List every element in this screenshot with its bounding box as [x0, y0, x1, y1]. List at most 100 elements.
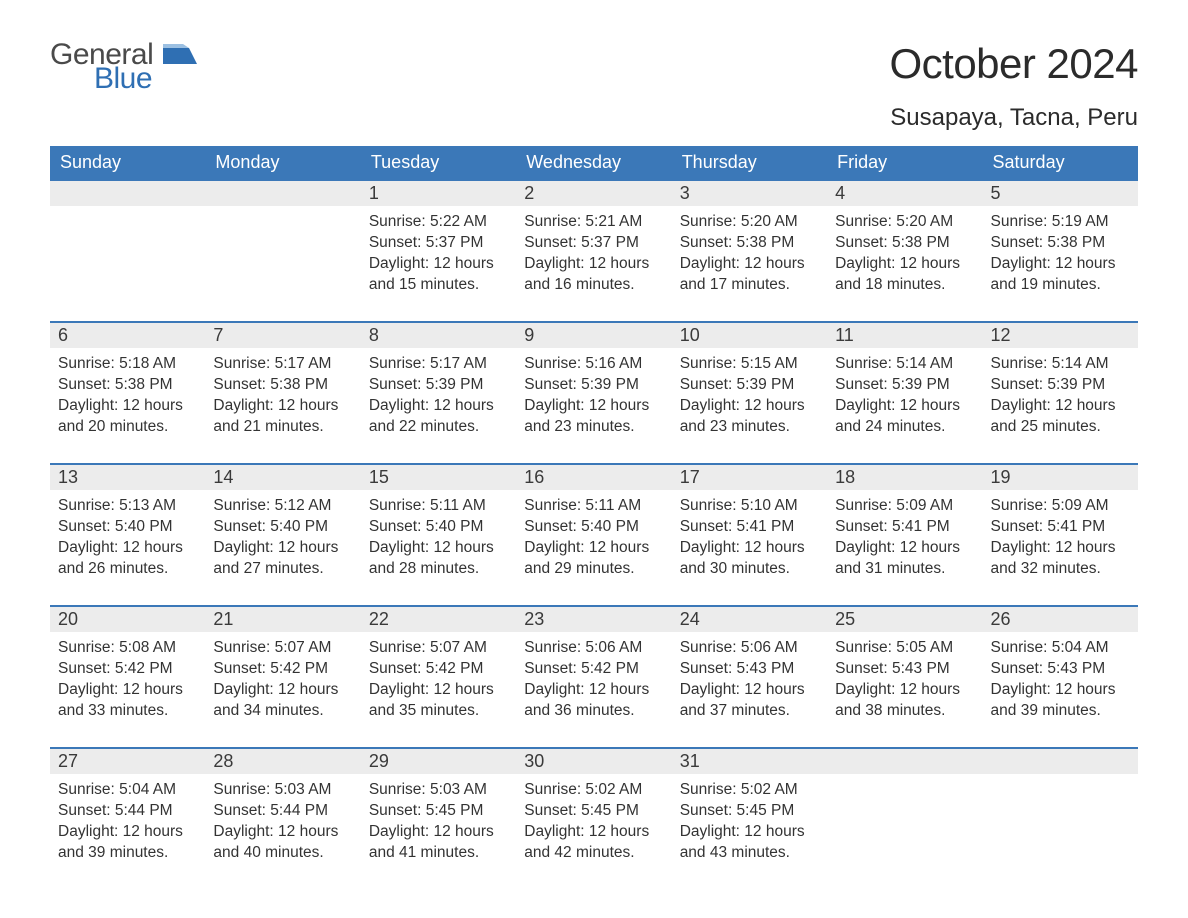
sunset-line: Sunset: 5:38 PM [835, 233, 974, 254]
day-body: Sunrise: 5:07 AMSunset: 5:42 PMDaylight:… [361, 632, 516, 728]
sunrise-line: Sunrise: 5:19 AM [991, 212, 1130, 233]
daylight-line: Daylight: 12 hours and 30 minutes. [680, 538, 819, 580]
day-body: Sunrise: 5:06 AMSunset: 5:42 PMDaylight:… [516, 632, 671, 728]
day-number: 7 [205, 321, 360, 348]
sunset-line: Sunset: 5:45 PM [369, 801, 508, 822]
calendar-day-cell: 6Sunrise: 5:18 AMSunset: 5:38 PMDaylight… [50, 321, 205, 463]
sunrise-line: Sunrise: 5:17 AM [369, 354, 508, 375]
day-number: 14 [205, 463, 360, 490]
sunset-line: Sunset: 5:41 PM [835, 517, 974, 538]
day-number: 11 [827, 321, 982, 348]
location-subtitle: Susapaya, Tacna, Peru [889, 104, 1138, 132]
sunset-line: Sunset: 5:44 PM [58, 801, 197, 822]
sunrise-line: Sunrise: 5:20 AM [680, 212, 819, 233]
daylight-line: Daylight: 12 hours and 16 minutes. [524, 254, 663, 296]
day-number [50, 179, 205, 206]
calendar-day-cell: 8Sunrise: 5:17 AMSunset: 5:39 PMDaylight… [361, 321, 516, 463]
daylight-line: Daylight: 12 hours and 26 minutes. [58, 538, 197, 580]
daylight-line: Daylight: 12 hours and 42 minutes. [524, 822, 663, 864]
calendar-day-cell: 27Sunrise: 5:04 AMSunset: 5:44 PMDayligh… [50, 747, 205, 889]
sunset-line: Sunset: 5:42 PM [58, 659, 197, 680]
calendar-day-cell: 4Sunrise: 5:20 AMSunset: 5:38 PMDaylight… [827, 179, 982, 321]
sunrise-line: Sunrise: 5:06 AM [524, 638, 663, 659]
sunrise-line: Sunrise: 5:06 AM [680, 638, 819, 659]
daylight-line: Daylight: 12 hours and 41 minutes. [369, 822, 508, 864]
daylight-line: Daylight: 12 hours and 15 minutes. [369, 254, 508, 296]
page-header: General Blue October 2024 Susapaya, Tacn… [50, 40, 1138, 132]
day-body: Sunrise: 5:03 AMSunset: 5:45 PMDaylight:… [361, 774, 516, 870]
sunrise-line: Sunrise: 5:05 AM [835, 638, 974, 659]
day-body: Sunrise: 5:02 AMSunset: 5:45 PMDaylight:… [516, 774, 671, 870]
day-body [983, 774, 1138, 786]
day-body: Sunrise: 5:20 AMSunset: 5:38 PMDaylight:… [672, 206, 827, 302]
sunrise-line: Sunrise: 5:12 AM [213, 496, 352, 517]
calendar-day-cell: 19Sunrise: 5:09 AMSunset: 5:41 PMDayligh… [983, 463, 1138, 605]
sunset-line: Sunset: 5:40 PM [58, 517, 197, 538]
day-body [205, 206, 360, 218]
calendar-day-cell: 31Sunrise: 5:02 AMSunset: 5:45 PMDayligh… [672, 747, 827, 889]
sunset-line: Sunset: 5:42 PM [369, 659, 508, 680]
calendar-day-cell: 20Sunrise: 5:08 AMSunset: 5:42 PMDayligh… [50, 605, 205, 747]
day-number: 31 [672, 747, 827, 774]
sunset-line: Sunset: 5:39 PM [991, 375, 1130, 396]
day-number: 20 [50, 605, 205, 632]
sunrise-line: Sunrise: 5:03 AM [369, 780, 508, 801]
daylight-line: Daylight: 12 hours and 34 minutes. [213, 680, 352, 722]
day-body [50, 206, 205, 218]
calendar-day-cell: 30Sunrise: 5:02 AMSunset: 5:45 PMDayligh… [516, 747, 671, 889]
daylight-line: Daylight: 12 hours and 27 minutes. [213, 538, 352, 580]
sunset-line: Sunset: 5:43 PM [991, 659, 1130, 680]
brand-logo: General Blue [50, 40, 197, 94]
day-number: 23 [516, 605, 671, 632]
sunrise-line: Sunrise: 5:14 AM [835, 354, 974, 375]
day-body: Sunrise: 5:12 AMSunset: 5:40 PMDaylight:… [205, 490, 360, 586]
calendar-day-cell: 14Sunrise: 5:12 AMSunset: 5:40 PMDayligh… [205, 463, 360, 605]
day-number [983, 747, 1138, 774]
daylight-line: Daylight: 12 hours and 18 minutes. [835, 254, 974, 296]
calendar-week-row: 13Sunrise: 5:13 AMSunset: 5:40 PMDayligh… [50, 463, 1138, 605]
day-number: 16 [516, 463, 671, 490]
calendar-week-row: 6Sunrise: 5:18 AMSunset: 5:38 PMDaylight… [50, 321, 1138, 463]
day-body: Sunrise: 5:09 AMSunset: 5:41 PMDaylight:… [983, 490, 1138, 586]
day-body: Sunrise: 5:11 AMSunset: 5:40 PMDaylight:… [361, 490, 516, 586]
calendar-body: 1Sunrise: 5:22 AMSunset: 5:37 PMDaylight… [50, 179, 1138, 889]
day-body: Sunrise: 5:04 AMSunset: 5:44 PMDaylight:… [50, 774, 205, 870]
day-number: 25 [827, 605, 982, 632]
day-body: Sunrise: 5:17 AMSunset: 5:38 PMDaylight:… [205, 348, 360, 444]
sunset-line: Sunset: 5:45 PM [524, 801, 663, 822]
day-number: 1 [361, 179, 516, 206]
calendar-day-cell: 29Sunrise: 5:03 AMSunset: 5:45 PMDayligh… [361, 747, 516, 889]
weekday-header: Tuesday [361, 146, 516, 179]
calendar-day-cell: 10Sunrise: 5:15 AMSunset: 5:39 PMDayligh… [672, 321, 827, 463]
day-body: Sunrise: 5:06 AMSunset: 5:43 PMDaylight:… [672, 632, 827, 728]
sunset-line: Sunset: 5:38 PM [213, 375, 352, 396]
calendar-day-cell: 21Sunrise: 5:07 AMSunset: 5:42 PMDayligh… [205, 605, 360, 747]
day-body: Sunrise: 5:18 AMSunset: 5:38 PMDaylight:… [50, 348, 205, 444]
calendar-day-cell: 5Sunrise: 5:19 AMSunset: 5:38 PMDaylight… [983, 179, 1138, 321]
day-body: Sunrise: 5:19 AMSunset: 5:38 PMDaylight:… [983, 206, 1138, 302]
sunrise-line: Sunrise: 5:02 AM [524, 780, 663, 801]
weekday-header: Sunday [50, 146, 205, 179]
day-body: Sunrise: 5:07 AMSunset: 5:42 PMDaylight:… [205, 632, 360, 728]
calendar-day-cell: 12Sunrise: 5:14 AMSunset: 5:39 PMDayligh… [983, 321, 1138, 463]
calendar-day-cell: 13Sunrise: 5:13 AMSunset: 5:40 PMDayligh… [50, 463, 205, 605]
sunset-line: Sunset: 5:43 PM [835, 659, 974, 680]
day-body: Sunrise: 5:08 AMSunset: 5:42 PMDaylight:… [50, 632, 205, 728]
sunrise-line: Sunrise: 5:15 AM [680, 354, 819, 375]
sunrise-line: Sunrise: 5:07 AM [213, 638, 352, 659]
weekday-header: Friday [827, 146, 982, 179]
daylight-line: Daylight: 12 hours and 40 minutes. [213, 822, 352, 864]
daylight-line: Daylight: 12 hours and 22 minutes. [369, 396, 508, 438]
sunrise-line: Sunrise: 5:04 AM [991, 638, 1130, 659]
daylight-line: Daylight: 12 hours and 23 minutes. [524, 396, 663, 438]
day-body: Sunrise: 5:03 AMSunset: 5:44 PMDaylight:… [205, 774, 360, 870]
month-title: October 2024 [889, 40, 1138, 88]
daylight-line: Daylight: 12 hours and 17 minutes. [680, 254, 819, 296]
calendar-week-row: 27Sunrise: 5:04 AMSunset: 5:44 PMDayligh… [50, 747, 1138, 889]
sunset-line: Sunset: 5:40 PM [369, 517, 508, 538]
daylight-line: Daylight: 12 hours and 33 minutes. [58, 680, 197, 722]
sunset-line: Sunset: 5:38 PM [991, 233, 1130, 254]
calendar-day-cell: 9Sunrise: 5:16 AMSunset: 5:39 PMDaylight… [516, 321, 671, 463]
day-body [827, 774, 982, 786]
day-body: Sunrise: 5:02 AMSunset: 5:45 PMDaylight:… [672, 774, 827, 870]
